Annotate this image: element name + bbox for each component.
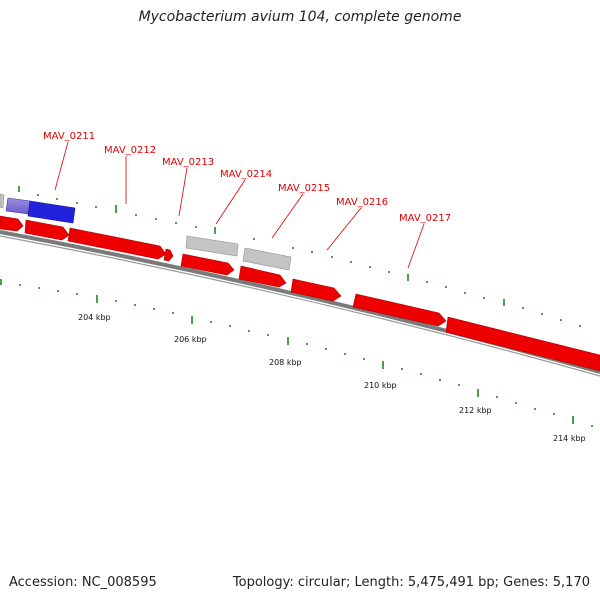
gene-label-mav-0217[interactable]: MAV_0217 (399, 213, 451, 224)
blue-feature[interactable] (27, 200, 76, 224)
scale-label: 204 kbp (78, 313, 111, 322)
gene-label-mav-0214[interactable]: MAV_0214 (220, 169, 272, 180)
scale-label: 214 kbp (553, 434, 586, 443)
gene-label-mav-0212[interactable]: MAV_0212 (104, 145, 156, 156)
scale-label: 212 kbp (459, 406, 492, 415)
gene-label-mav-0213[interactable]: MAV_0213 (162, 157, 214, 168)
gene-arrow[interactable] (290, 278, 342, 302)
scale-label: 210 kbp (364, 381, 397, 390)
scale-label: 208 kbp (269, 358, 302, 367)
gene-arrow[interactable] (0, 215, 24, 232)
gene-arrow[interactable] (24, 219, 70, 241)
scale-label: 206 kbp (174, 335, 207, 344)
gene-arrow[interactable] (238, 265, 287, 288)
grey-feature[interactable] (242, 247, 292, 271)
gene-label-mav-0215[interactable]: MAV_0215 (278, 183, 330, 194)
genome-summary: Topology: circular; Length: 5,475,491 bp… (232, 575, 590, 590)
upper-tick-row (18, 186, 581, 327)
blue-feature[interactable] (5, 197, 31, 215)
gene-label-mav-0216[interactable]: MAV_0216 (336, 197, 388, 208)
grey-feature[interactable] (0, 193, 5, 209)
gene-arrow[interactable] (180, 253, 235, 276)
gene-arrow[interactable] (445, 316, 600, 372)
accession-label: Accession: NC_008595 (9, 575, 157, 590)
genome-title: Mycobacterium avium 104, complete genome (138, 9, 462, 25)
gene-arrow[interactable] (163, 248, 174, 262)
genome-backbone-shadow (0, 235, 600, 377)
gene-label-mav-0211[interactable]: MAV_0211 (43, 131, 95, 142)
lower-tick-row (0, 279, 593, 427)
gene-arrow[interactable] (67, 227, 167, 260)
gene-arrow[interactable] (352, 293, 447, 327)
gene-label-leaders (54, 141, 425, 269)
grey-feature[interactable] (185, 235, 239, 257)
